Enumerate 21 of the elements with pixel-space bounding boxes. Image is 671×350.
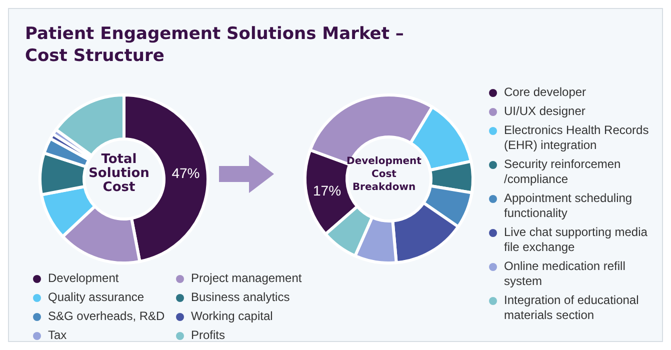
legend-label: Appointment scheduling functionality	[504, 191, 634, 221]
legend-label: Working capital	[191, 309, 273, 324]
legend-label: Development	[48, 271, 119, 286]
legend-label: Electronics Health Records (EHR) integration	[504, 123, 650, 153]
legend-label: Business analytics	[191, 290, 290, 305]
legend-label: S&G overheads, R&D	[48, 309, 165, 324]
legend-label: Profits	[191, 328, 226, 343]
legend-label: Online medication refill system	[504, 259, 626, 289]
legend-label: UI/UX designer	[504, 104, 586, 119]
data-label: 17%	[313, 182, 342, 198]
legend-label: Core developer	[504, 85, 586, 100]
legend-label: Live chat supporting media file exchange	[504, 225, 648, 255]
chart-title: Patient Engagement Solutions Market – Cost Structure	[25, 23, 405, 67]
legend-label: Project management	[191, 271, 302, 286]
legend-label: Tax	[48, 328, 67, 343]
text: Total Solution Cost	[88, 151, 150, 197]
data-label: 47%	[172, 165, 200, 182]
text: Development Cost Breakdown	[346, 154, 422, 194]
legend-label: Quality assurance	[48, 290, 144, 305]
legend-label: Security reinforcemen /compliance	[504, 157, 622, 187]
legend-label: Integration of educational materials section	[504, 293, 640, 323]
